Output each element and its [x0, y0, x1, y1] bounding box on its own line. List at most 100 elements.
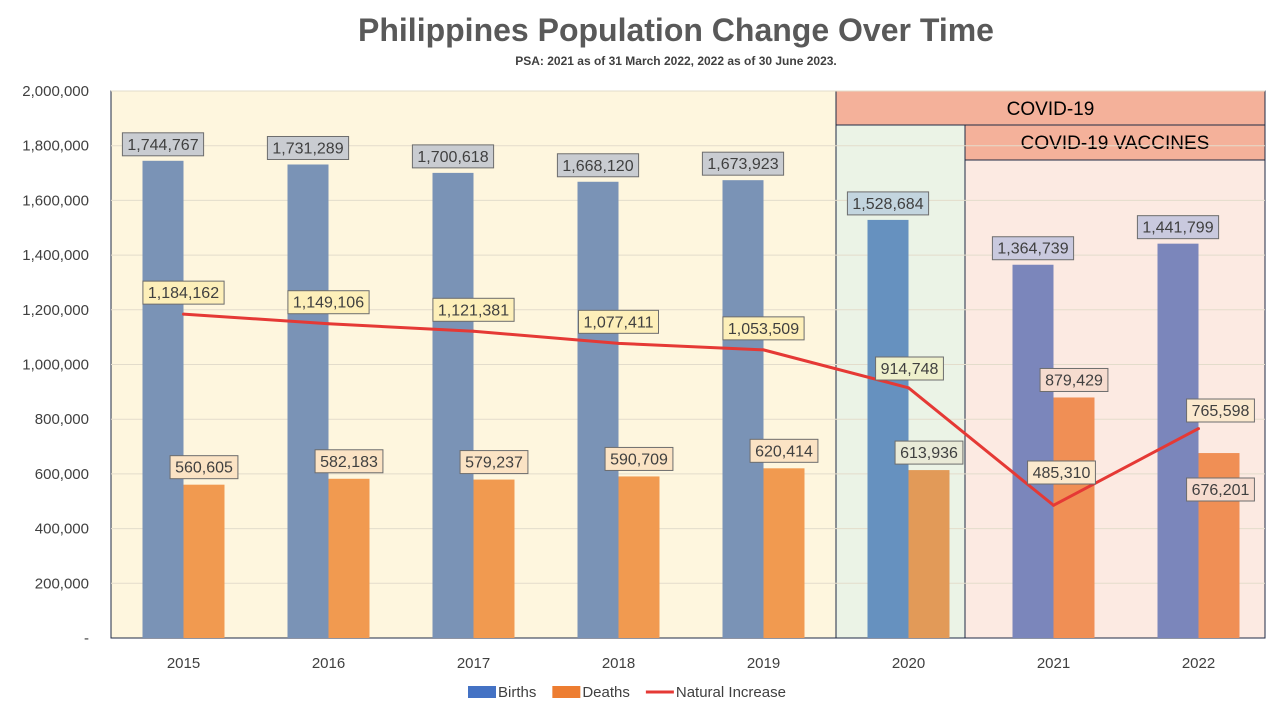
natural-increase-data-label-text: 1,184,162	[148, 285, 219, 302]
births-bar	[722, 180, 764, 638]
vaccines-header	[964, 124, 1266, 161]
natural-increase-data-label-box	[142, 280, 225, 305]
natural-increase-data-label-box	[1027, 460, 1096, 485]
natural-increase-data-label-text: 1,077,411	[584, 314, 654, 331]
births-data-label-box	[121, 132, 205, 157]
births-bar	[287, 164, 329, 638]
deaths-data-label-box	[1039, 367, 1109, 392]
births-bar	[142, 160, 184, 639]
deaths-data-label-box	[169, 455, 239, 480]
y-tick-label: 1,000,000	[22, 357, 89, 374]
births-data-label: 1,700,618	[411, 144, 495, 169]
deaths-bar	[1053, 397, 1095, 638]
deaths-bar	[328, 478, 370, 638]
deaths-data-label: 879,429	[1039, 367, 1109, 392]
legend-swatch-births	[468, 686, 496, 698]
x-tick-label: 2021	[1037, 655, 1070, 672]
legend-swatch-deaths	[552, 686, 581, 698]
y-tick-label: -	[84, 630, 89, 647]
births-bar	[432, 172, 474, 638]
y-tick-label: 1,600,000	[22, 192, 89, 209]
legend-label-deaths: Deaths	[582, 684, 630, 701]
births-data-label-text: 1,744,767	[127, 137, 198, 154]
x-tick-label: 2020	[892, 655, 925, 672]
deaths-data-label-box	[604, 446, 674, 471]
natural-increase-data-label: 1,053,509	[722, 316, 805, 341]
natural-increase-data-label-text: 485,310	[1033, 465, 1091, 482]
deaths-bar	[908, 470, 950, 638]
deaths-data-label-box	[314, 449, 384, 474]
births-bar	[577, 181, 619, 639]
y-tick-label: 800,000	[35, 411, 89, 428]
births-data-label-box	[266, 135, 350, 160]
natural-increase-point	[182, 312, 185, 316]
deaths-data-label-box	[894, 440, 964, 465]
deaths-data-label: 579,237	[459, 450, 529, 475]
deaths-data-label-text: 582,183	[320, 454, 378, 471]
deaths-data-label-text: 579,237	[465, 455, 523, 472]
legend-label-births: Births	[498, 684, 536, 701]
x-tick-label: 2019	[747, 655, 780, 672]
births-data-label-box	[1136, 215, 1220, 240]
x-tick-label: 2022	[1182, 655, 1215, 672]
deaths-data-label: 620,414	[749, 438, 819, 463]
natural-increase-data-label-box	[875, 356, 944, 381]
births-data-label-box	[846, 191, 930, 216]
y-tick-label: 600,000	[35, 466, 89, 483]
y-tick-label: 2,000,000	[22, 83, 89, 100]
births-data-label-text: 1,528,684	[852, 196, 923, 213]
deaths-data-label: 676,201	[1186, 477, 1255, 502]
births-data-label-text: 1,731,289	[272, 140, 343, 157]
births-bar	[1012, 264, 1054, 638]
births-data-label: 1,744,767	[121, 132, 205, 157]
deaths-bar	[763, 468, 805, 638]
natural-increase-point	[472, 329, 475, 333]
births-data-label: 1,441,799	[1136, 215, 1220, 240]
x-tick-label: 2016	[312, 655, 345, 672]
births-data-label-text: 1,668,120	[562, 158, 633, 175]
natural-increase-data-label-text: 1,121,381	[438, 302, 509, 319]
deaths-data-label-text: 620,414	[755, 443, 813, 460]
deaths-data-label-box	[1186, 477, 1255, 502]
natural-increase-point	[907, 386, 910, 390]
births-data-label-text: 1,673,923	[707, 156, 778, 173]
deaths-data-label: 582,183	[314, 449, 384, 474]
natural-increase-point	[1052, 503, 1055, 507]
natural-increase-data-label-box	[722, 316, 805, 341]
natural-increase-point	[762, 348, 765, 352]
births-data-label: 1,668,120	[556, 153, 640, 178]
deaths-data-label-text: 560,605	[175, 460, 233, 477]
natural-increase-data-label: 485,310	[1027, 460, 1096, 485]
births-data-label-box	[556, 153, 640, 178]
y-tick-label: 1,200,000	[22, 302, 89, 319]
deaths-data-label-text: 613,936	[900, 445, 958, 462]
births-data-label-text: 1,700,618	[417, 149, 488, 166]
natural-increase-data-label-box	[287, 290, 370, 315]
natural-increase-data-label-box	[578, 309, 659, 334]
deaths-data-label: 590,709	[604, 446, 674, 471]
deaths-data-label-text: 879,429	[1045, 372, 1103, 389]
natural-increase-data-label-box	[432, 297, 515, 322]
legend-label-natural-increase: Natural Increase	[676, 684, 786, 701]
deaths-data-label: 560,605	[169, 455, 239, 480]
natural-increase-data-label: 1,077,411	[578, 309, 659, 334]
deaths-data-label-text: 590,709	[610, 451, 668, 468]
natural-increase-point	[1197, 427, 1200, 431]
natural-increase-data-label-text: 765,598	[1192, 403, 1250, 420]
natural-increase-data-label-box	[1186, 398, 1255, 423]
natural-increase-data-label: 765,598	[1186, 398, 1255, 423]
births-data-label-text: 1,364,739	[997, 241, 1068, 258]
y-tick-label: 1,400,000	[22, 247, 89, 264]
y-tick-label: 400,000	[35, 521, 89, 538]
births-data-label-box	[411, 144, 495, 169]
x-tick-label: 2018	[602, 655, 635, 672]
natural-increase-point	[617, 341, 620, 345]
births-data-label: 1,731,289	[266, 135, 350, 160]
vaccines-label: COVID-19 VACCINES	[1021, 133, 1210, 154]
births-data-label-box	[701, 151, 785, 176]
deaths-data-label-box	[459, 450, 529, 475]
births-data-label: 1,673,923	[701, 151, 785, 176]
chart-title: Philippines Population Change Over Time	[358, 12, 994, 48]
natural-increase-data-label-text: 1,053,509	[728, 321, 799, 338]
